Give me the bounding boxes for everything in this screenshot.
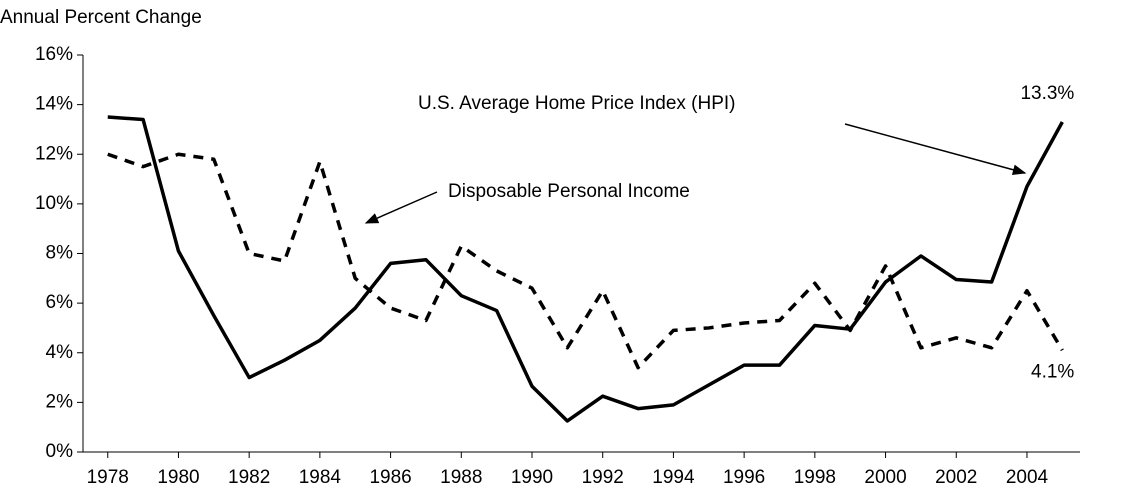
x-tick-label: 1994 bbox=[652, 467, 695, 488]
x-tick-label: 2004 bbox=[1006, 467, 1049, 488]
y-tick-label: 0% bbox=[46, 441, 74, 462]
x-tick-label: 1996 bbox=[723, 467, 765, 488]
x-tick-label: 1992 bbox=[582, 467, 624, 488]
x-tick-label: 2002 bbox=[935, 467, 977, 488]
x-tick-label: 1978 bbox=[87, 467, 129, 488]
value-label: 13.3% bbox=[1020, 83, 1074, 104]
y-tick-label: 16% bbox=[35, 44, 73, 65]
x-tick-label: 1990 bbox=[511, 467, 553, 488]
y-tick-label: 4% bbox=[46, 342, 74, 363]
x-tick-label: 1982 bbox=[228, 467, 270, 488]
x-tick-label: 1980 bbox=[157, 467, 199, 488]
series-line bbox=[107, 115, 1064, 423]
x-tick-label: 1988 bbox=[440, 467, 482, 488]
y-tick-label: 2% bbox=[46, 391, 74, 412]
y-tick-label: 12% bbox=[35, 143, 73, 164]
x-tick-label: 1986 bbox=[369, 467, 411, 488]
annotation-arrow bbox=[844, 123, 1027, 176]
series-annotation: U.S. Average Home Price Index (HPI) bbox=[418, 93, 736, 114]
y-tick-label: 6% bbox=[46, 292, 74, 313]
y-tick-label: 14% bbox=[35, 94, 73, 115]
x-tick-label: 1998 bbox=[794, 467, 836, 488]
value-label: 4.1% bbox=[1031, 361, 1074, 382]
y-tick-label: 10% bbox=[35, 193, 73, 214]
y-axis-title: Annual Percent Change bbox=[0, 7, 202, 28]
series-annotation: Disposable Personal Income bbox=[448, 181, 690, 202]
x-tick-label: 2000 bbox=[864, 467, 906, 488]
y-tick-label: 8% bbox=[46, 243, 74, 264]
annotation-arrow bbox=[364, 191, 438, 224]
x-tick-label: 1984 bbox=[299, 467, 342, 488]
